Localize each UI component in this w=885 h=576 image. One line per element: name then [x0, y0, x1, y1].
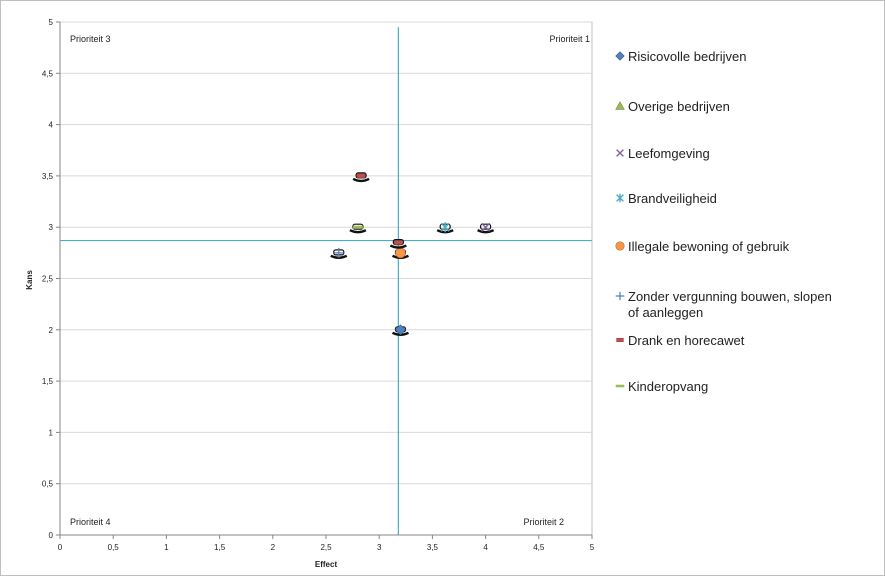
data-point [349, 223, 367, 234]
axes [59, 22, 592, 536]
x-tick-labels: 0 0,5 1 1,5 2 2,5 3 3,5 4 4,5 5 [58, 543, 595, 552]
legend-marker [616, 338, 624, 342]
data-point [330, 247, 348, 260]
data-point [477, 222, 495, 234]
legend-marker [615, 384, 625, 388]
y-tick-label: 1,5 [42, 377, 54, 386]
legend-item: Drank en horecawet [616, 333, 745, 348]
y-tick-label: 4 [49, 121, 54, 130]
legend-label: Overige bedrijven [628, 99, 730, 114]
legend-label: Zonder vergunning bouwen, slopen of aanle… [628, 289, 832, 320]
data-point [389, 238, 407, 249]
x-tick-label: 1,5 [214, 543, 226, 552]
data-point [436, 222, 454, 234]
y-axis-title: Kans [25, 270, 34, 290]
quadrant-label-top-left: Prioriteit 3 [70, 34, 111, 44]
legend-item: Illegale bewoning of gebruik [615, 239, 790, 254]
data-points [330, 172, 495, 336]
grid-lines [56, 21, 593, 539]
x-tick-label: 4 [483, 543, 488, 552]
legend-label: Kinderopvang [628, 379, 708, 394]
y-tick-label: 2 [49, 326, 54, 335]
y-tick-label: 1 [49, 428, 54, 437]
quadrant-label-top-right: Prioriteit 1 [549, 34, 590, 44]
x-tick-label: 0 [58, 543, 63, 552]
legend-label: Illegale bewoning of gebruik [628, 239, 790, 254]
legend-label: Leefomgeving [628, 146, 710, 161]
legend-item: Risicovolle bedrijven [615, 49, 747, 64]
legend-marker [616, 149, 624, 157]
x-tick-label: 5 [590, 543, 595, 552]
legend-label: Drank en horecawet [628, 333, 745, 348]
y-tick-label: 0,5 [42, 480, 54, 489]
x-tick-label: 0,5 [108, 543, 120, 552]
y-tick-label: 4,5 [42, 69, 54, 78]
legend-label: Brandveiligheid [628, 191, 717, 206]
legend-item: Leefomgeving [616, 146, 710, 161]
legend-item: Kinderopvang [615, 379, 708, 394]
legend: Risicovolle bedrijven Overige bedrijven Le… [615, 49, 832, 394]
legend-item: Zonder vergunning bouwen, slopen of aanle… [615, 289, 832, 320]
quadrant-label-bottom-right: Prioriteit 2 [523, 517, 564, 527]
data-point [391, 324, 410, 336]
y-tick-label: 0 [49, 531, 54, 540]
legend-marker [615, 241, 625, 251]
legend-marker [615, 291, 625, 301]
y-tick-label: 2,5 [42, 275, 54, 284]
x-tick-label: 3,5 [427, 543, 439, 552]
legend-item: Overige bedrijven [615, 99, 730, 114]
legend-marker [615, 51, 625, 61]
legend-item: Brandveiligheid [616, 191, 717, 206]
x-tick-label: 1 [164, 543, 169, 552]
x-tick-label: 2 [271, 543, 276, 552]
y-tick-label: 5 [49, 18, 54, 27]
legend-marker [616, 193, 624, 203]
data-point [391, 247, 410, 260]
x-tick-label: 3 [377, 543, 382, 552]
y-tick-label: 3,5 [42, 172, 54, 181]
data-point [352, 172, 370, 183]
quadrant-label-bottom-left: Prioriteit 4 [70, 517, 111, 527]
reference-lines [60, 27, 592, 535]
legend-marker [615, 101, 625, 110]
x-tick-label: 2,5 [320, 543, 332, 552]
legend-label: Risicovolle bedrijven [628, 49, 747, 64]
y-tick-label: 3 [49, 223, 54, 232]
x-axis-title: Effect [315, 560, 338, 569]
x-tick-label: 4,5 [533, 543, 545, 552]
y-tick-labels: 0 0,5 1 1,5 2 2,5 3 3,5 4 4,5 5 [42, 18, 54, 540]
